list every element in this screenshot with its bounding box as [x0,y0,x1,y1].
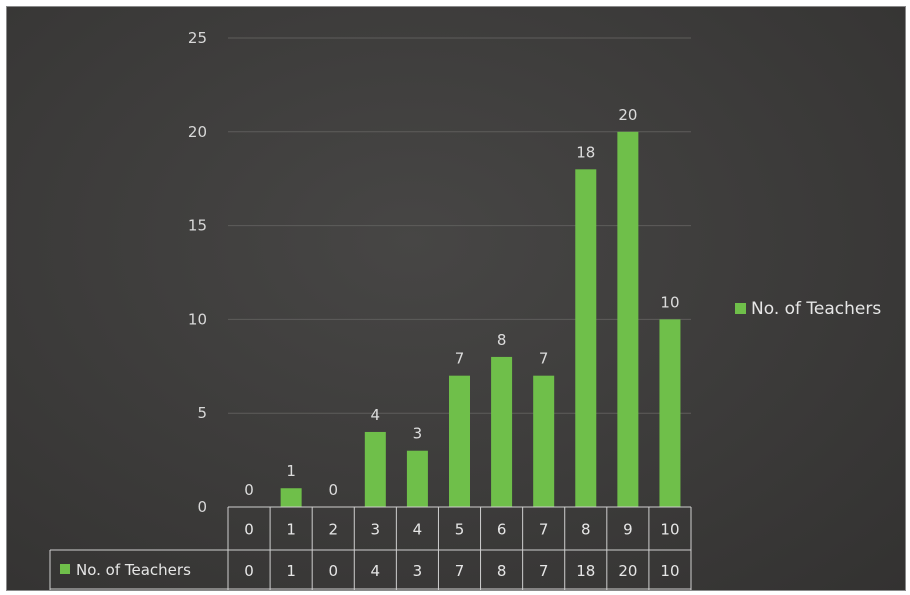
y-tick-label: 20 [188,123,207,141]
category-label-8: 8 [581,521,591,539]
category-label-5: 5 [455,521,465,539]
category-label-1: 1 [286,521,296,539]
legend-label: No. of Teachers [751,299,881,319]
bar-7 [533,375,555,507]
bar-8 [575,169,597,507]
table-value-5: 7 [455,562,465,580]
table-value-0: 0 [244,562,254,580]
category-label-6: 6 [497,521,507,539]
bar-5 [449,375,470,507]
y-tick-label: 5 [197,404,207,422]
y-tick-label: 0 [197,498,207,516]
category-label-0: 0 [244,521,254,539]
chart-area: 0 5 10 15 20 25 0 1 0 4 3 7 8 7 18 20 10 0 0 1 1 2 0 3 4 4 3 5 7 6 8 7 7… [6,6,906,591]
table-value-6: 8 [497,562,507,580]
data-label-5: 7 [455,350,465,368]
y-tick-label: 10 [188,310,207,328]
bar-chart: 0510152025010437871820100011203443576877… [49,29,881,590]
data-label-1: 1 [286,462,296,480]
category-label-2: 2 [328,521,338,539]
bar-4 [406,450,428,507]
bar-6 [491,356,513,507]
y-tick-label: 15 [188,217,207,235]
table-value-9: 20 [618,562,637,580]
table-series-label: No. of Teachers [76,561,191,579]
table-value-10: 10 [660,562,679,580]
data-label-2: 0 [328,481,338,499]
bar-10 [659,319,681,507]
data-label-6: 8 [497,331,507,349]
data-label-3: 4 [371,406,381,424]
data-label-8: 18 [576,143,595,161]
table-value-3: 4 [371,562,381,580]
data-label-9: 20 [618,106,637,124]
data-label-10: 10 [660,293,679,311]
table-value-8: 18 [576,562,595,580]
category-label-3: 3 [371,521,381,539]
category-label-9: 9 [623,521,633,539]
legend-swatch [735,303,746,314]
category-label-7: 7 [539,521,549,539]
y-tick-label: 25 [188,29,207,47]
table-value-2: 0 [328,562,338,580]
data-label-0: 0 [244,481,254,499]
bar-9 [617,131,639,508]
category-label-10: 10 [660,521,679,539]
bar-1 [280,488,302,507]
table-value-4: 3 [413,562,423,580]
bar-3 [364,431,386,507]
table-value-1: 1 [286,562,296,580]
table-series-swatch [60,564,70,574]
table-value-7: 7 [539,562,549,580]
category-label-4: 4 [413,521,423,539]
data-label-7: 7 [539,350,549,368]
data-label-4: 3 [413,425,423,443]
